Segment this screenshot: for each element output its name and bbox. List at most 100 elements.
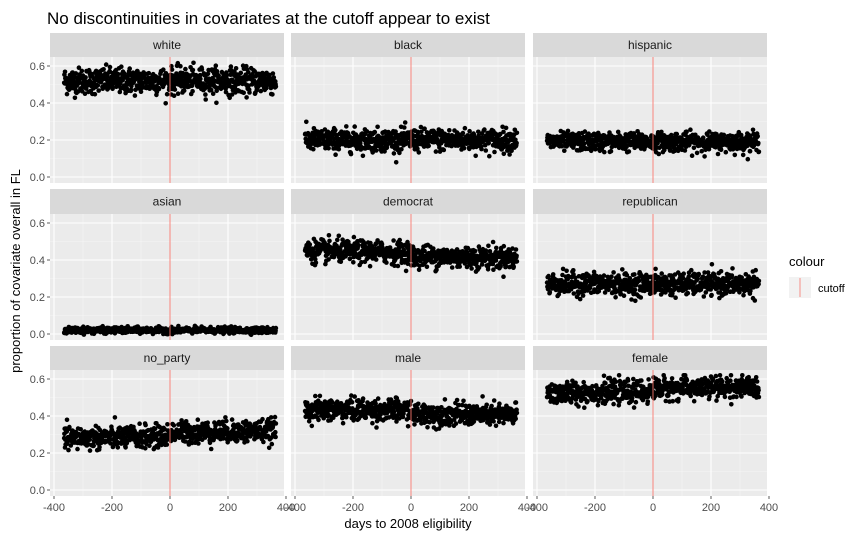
scatter-point	[460, 130, 466, 136]
scatter-point	[689, 153, 695, 158]
scatter-point	[732, 152, 738, 158]
scatter-point	[511, 264, 516, 269]
scatter-point	[507, 152, 512, 157]
scatter-point	[487, 153, 492, 159]
scatter-point	[214, 88, 219, 94]
scatter-point	[479, 262, 485, 267]
scatter-point	[373, 148, 379, 153]
scatter-point	[112, 415, 118, 420]
scatter-point	[199, 67, 205, 72]
scatter-point	[699, 148, 704, 154]
scatter-point	[721, 132, 727, 138]
scatter-point	[372, 129, 378, 135]
scatter-point	[501, 129, 506, 135]
scatter-point	[615, 129, 621, 135]
scatter-point	[718, 269, 724, 274]
scatter-point	[395, 263, 401, 269]
scatter-point	[373, 257, 379, 262]
facet-strip-label: republican	[622, 195, 677, 209]
scatter-point	[344, 124, 349, 129]
scatter-point	[143, 446, 148, 451]
facet-white: white	[50, 33, 287, 183]
scatter-point	[175, 60, 181, 66]
scatter-points	[302, 119, 520, 165]
scatter-point	[586, 131, 591, 136]
scatter-point	[146, 70, 152, 76]
scatter-point	[164, 91, 170, 97]
scatter-point	[550, 272, 556, 277]
scatter-point	[325, 129, 331, 135]
scatter-point	[461, 145, 467, 151]
facet-strip	[533, 33, 767, 57]
scatter-point	[191, 60, 196, 66]
scatter-point	[659, 129, 664, 135]
scatter-point	[364, 129, 370, 134]
scatter-point	[241, 90, 246, 96]
scatter-point	[137, 421, 142, 427]
scatter-point	[351, 260, 356, 265]
scatter-point	[213, 63, 219, 68]
scatter-point	[348, 151, 354, 157]
scatter-point	[336, 233, 342, 239]
scatter-point	[702, 154, 707, 159]
scatter-point	[127, 66, 132, 71]
scatter-point	[682, 148, 688, 153]
scatter-point	[547, 290, 553, 295]
scatter-point	[62, 69, 68, 75]
scatter-point	[402, 125, 407, 130]
scatter-point	[437, 145, 442, 150]
scatter-point	[501, 151, 507, 157]
scatter-point	[723, 149, 729, 155]
scatter-point	[171, 423, 177, 428]
scatter-point	[662, 147, 667, 153]
scatter-point	[514, 140, 519, 146]
scatter-point	[685, 290, 691, 296]
scatter-point	[64, 91, 70, 97]
scatter-point	[76, 65, 82, 70]
scatter-point	[247, 90, 252, 95]
scatter-point	[391, 238, 396, 243]
facet-strip-label: democrat	[383, 195, 434, 209]
scatter-point	[384, 260, 389, 265]
scatter-point	[514, 253, 519, 259]
scatter-point	[352, 124, 358, 129]
scatter-point	[233, 66, 239, 71]
scatter-point	[707, 129, 712, 134]
scatter-point	[626, 149, 632, 154]
scatter-point	[750, 127, 756, 133]
scatter-point	[709, 292, 714, 298]
scatter-point	[119, 64, 124, 69]
scatter-point	[117, 89, 123, 95]
scatter-point	[609, 274, 614, 280]
scatter-point	[223, 86, 228, 92]
scatter-point	[745, 156, 751, 162]
scatter-point	[581, 141, 587, 147]
scatter-point	[756, 149, 762, 155]
scatter-point	[83, 75, 88, 80]
facet-strip-label: white	[152, 38, 181, 52]
scatter-point	[564, 268, 569, 274]
scatter-point	[426, 143, 432, 149]
scatter-point	[327, 238, 332, 244]
scatter-point	[264, 85, 269, 91]
scatter-point	[494, 245, 499, 251]
scatter-point	[270, 71, 276, 76]
scatter-point	[64, 417, 70, 423]
scatter-point	[611, 270, 616, 275]
facet-no_party: no_party	[50, 346, 287, 496]
scatter-point	[258, 88, 264, 94]
scatter-point	[313, 260, 319, 266]
scatter-point	[203, 97, 208, 102]
scatter-point	[399, 147, 404, 152]
scatter-point	[686, 274, 691, 280]
scatter-point	[227, 95, 232, 101]
scatter-point	[95, 83, 101, 88]
scatter-point	[214, 100, 219, 106]
scatter-point	[87, 448, 93, 453]
scatter-points	[544, 127, 762, 162]
scatter-point	[571, 268, 576, 273]
scatter-point	[503, 125, 509, 131]
facet-panel-background	[533, 57, 767, 183]
scatter-point	[91, 443, 96, 448]
scatter-point	[500, 124, 505, 130]
